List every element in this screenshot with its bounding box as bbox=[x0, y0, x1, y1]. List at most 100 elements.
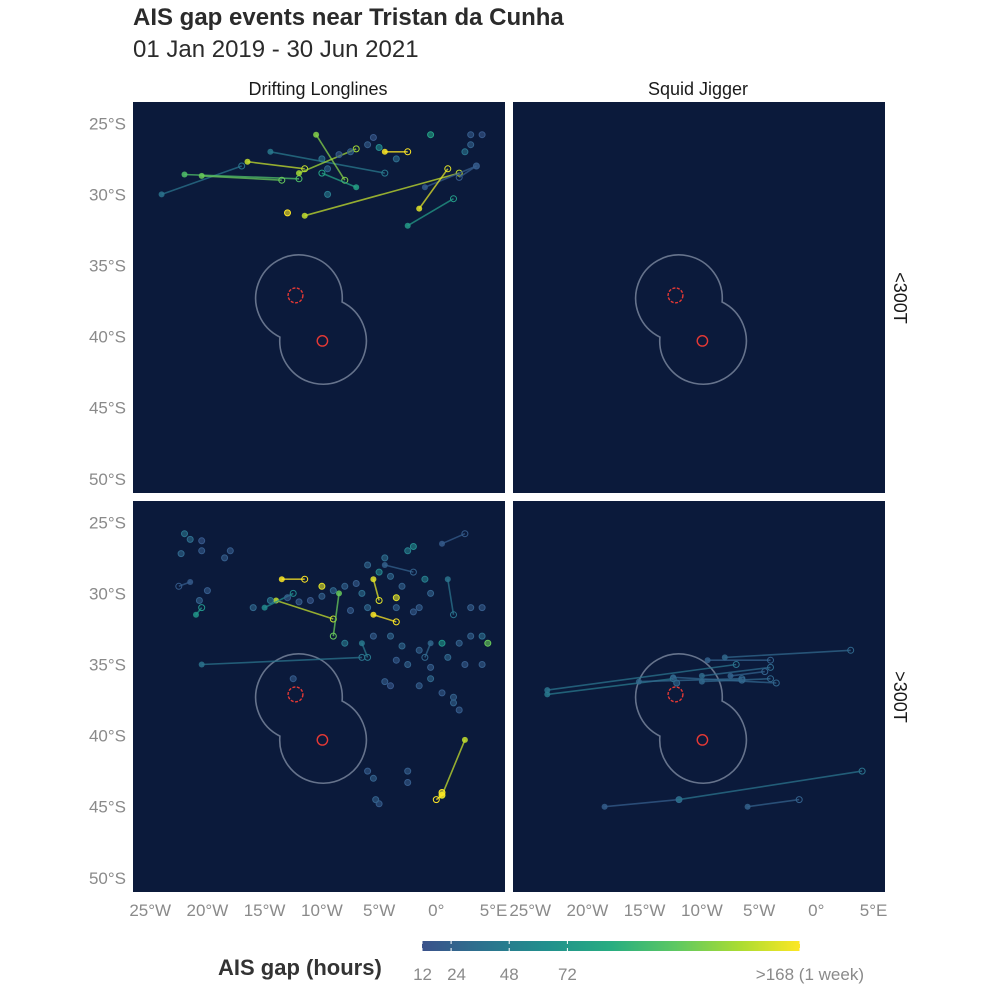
x-tick-label: 5°E bbox=[860, 901, 888, 920]
island-gough bbox=[316, 734, 329, 746]
legend-tick-label: 24 bbox=[447, 965, 466, 984]
gap-end-point bbox=[847, 646, 855, 654]
gap-start-point bbox=[261, 604, 268, 611]
gap-segment bbox=[547, 663, 737, 691]
gap-point bbox=[673, 679, 681, 687]
gap-start-point bbox=[193, 611, 199, 618]
island-gough bbox=[696, 334, 709, 347]
gap-point bbox=[467, 604, 475, 612]
gap-end-point bbox=[409, 568, 417, 576]
gap-point bbox=[266, 597, 274, 604]
gap-point bbox=[372, 796, 380, 804]
y-tick-label: 25°S bbox=[89, 114, 126, 133]
gap-segment bbox=[701, 666, 771, 677]
facet-row-label-over-300t: >300T bbox=[890, 671, 910, 723]
gap-end-point bbox=[404, 148, 412, 156]
gap-point bbox=[427, 131, 435, 139]
gap-start-point bbox=[635, 678, 642, 685]
gap-start-point bbox=[676, 796, 682, 803]
x-tick-label: 5°W bbox=[743, 901, 775, 920]
gap-point bbox=[450, 699, 457, 707]
x-tick-label: 5°W bbox=[363, 901, 395, 920]
gap-start-point bbox=[381, 148, 388, 155]
gap-point bbox=[438, 639, 446, 647]
gap-point bbox=[415, 646, 423, 654]
gap-point bbox=[249, 604, 257, 612]
gap-segment bbox=[384, 564, 414, 573]
panel-drifting-longlines-under-300t bbox=[133, 102, 505, 493]
gap-point bbox=[427, 675, 435, 683]
gap-start-point bbox=[381, 562, 388, 568]
gap-end-point bbox=[461, 530, 469, 538]
gap-segment bbox=[201, 656, 362, 666]
gap-end-point bbox=[432, 796, 440, 804]
gap-start-point bbox=[721, 654, 728, 661]
legend-tick-label: 72 bbox=[558, 965, 577, 984]
gap-start-point bbox=[353, 184, 360, 191]
gap-segment bbox=[418, 168, 449, 210]
gap-point bbox=[329, 587, 337, 595]
facet-row-label-under-300t: <300T bbox=[890, 272, 910, 324]
gap-point bbox=[203, 587, 211, 595]
gap-point bbox=[478, 661, 486, 668]
island-gough bbox=[696, 734, 709, 746]
gap-segment bbox=[638, 677, 742, 683]
y-tick-label: 30°S bbox=[89, 185, 126, 204]
gap-point bbox=[387, 572, 394, 580]
gap-start-point bbox=[370, 576, 377, 583]
gap-point bbox=[318, 592, 326, 600]
gap-point bbox=[347, 607, 354, 614]
gap-start-point bbox=[439, 540, 445, 547]
gap-point bbox=[392, 155, 400, 163]
maritime-zone-boundary bbox=[254, 653, 368, 784]
gap-start-point bbox=[158, 191, 165, 198]
gap-point bbox=[369, 134, 377, 141]
gap-point bbox=[306, 597, 314, 604]
gap-point bbox=[409, 543, 417, 550]
gap-point bbox=[444, 653, 452, 661]
gap-end-point bbox=[795, 796, 803, 804]
gap-point bbox=[221, 554, 229, 562]
gap-end-point bbox=[455, 169, 463, 177]
y-axis-bottom-row: 25°S 30°S 35°S 40°S 45°S 50°S bbox=[89, 513, 126, 888]
gap-start-point bbox=[727, 672, 734, 679]
gap-end-point bbox=[772, 679, 780, 687]
panel-squid-jigger-over-300t bbox=[513, 501, 885, 892]
panel-background bbox=[513, 102, 885, 493]
gap-start-point bbox=[416, 205, 423, 212]
gap-point bbox=[478, 604, 486, 612]
y-tick-label: 40°S bbox=[89, 727, 126, 746]
gap-end-point bbox=[289, 589, 297, 597]
x-tick-label: 10°W bbox=[301, 901, 343, 920]
x-tick-label: 0° bbox=[428, 901, 444, 920]
gap-segment bbox=[747, 798, 800, 808]
gap-start-point bbox=[336, 590, 342, 597]
gap-start-point bbox=[421, 184, 428, 191]
gap-point bbox=[455, 639, 463, 647]
gap-segment bbox=[372, 578, 380, 601]
gap-end-point bbox=[450, 195, 457, 203]
island-tristan-da-cunha bbox=[667, 287, 684, 304]
gap-point bbox=[387, 682, 394, 690]
gap-point bbox=[398, 642, 406, 650]
gap-point bbox=[427, 589, 435, 597]
gap-end-point bbox=[455, 173, 463, 181]
gap-segment bbox=[270, 151, 385, 174]
y-tick-label: 25°S bbox=[89, 513, 126, 532]
y-tick-label: 50°S bbox=[89, 470, 126, 489]
gap-segment bbox=[298, 148, 357, 174]
gap-start-point bbox=[404, 222, 411, 229]
gap-point bbox=[461, 148, 469, 156]
gap-start-point bbox=[473, 163, 480, 169]
gap-start-point bbox=[698, 672, 705, 679]
gap-point bbox=[381, 554, 389, 562]
island-tristan-da-cunha bbox=[287, 686, 304, 703]
y-tick-label: 45°S bbox=[89, 399, 126, 418]
x-tick-label: 10°W bbox=[681, 901, 723, 920]
gap-point bbox=[738, 676, 746, 684]
gap-start-point bbox=[461, 736, 468, 743]
gap-point bbox=[375, 568, 383, 576]
gap-point bbox=[226, 547, 234, 555]
gap-point bbox=[455, 706, 463, 714]
panel-background bbox=[133, 102, 505, 493]
